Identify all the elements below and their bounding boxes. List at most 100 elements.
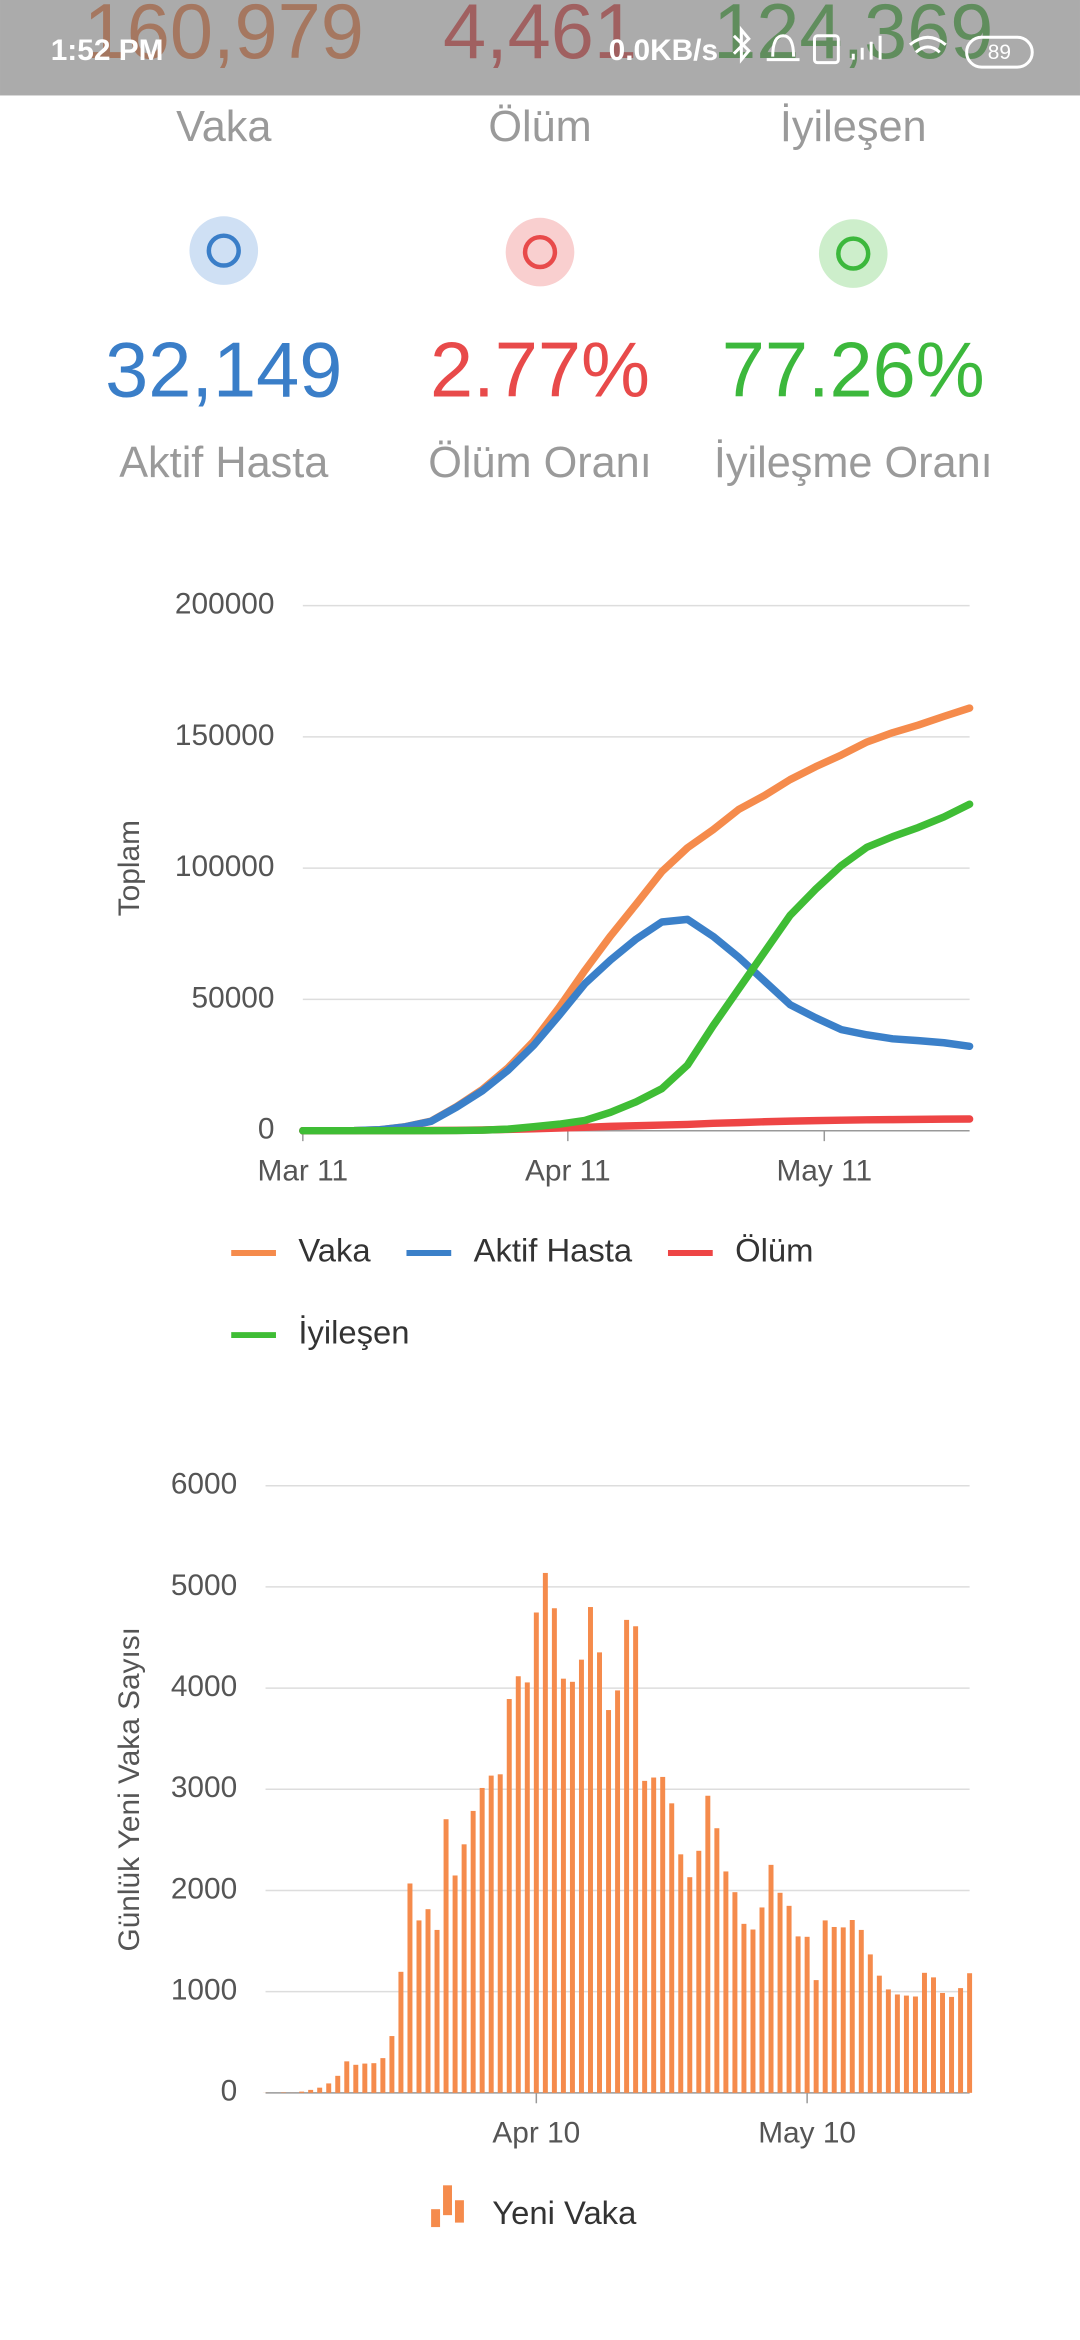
bar — [669, 1803, 675, 2093]
bar — [795, 1936, 801, 2093]
bar — [723, 1871, 729, 2093]
bar — [813, 1980, 819, 2093]
sim-icon — [812, 34, 840, 65]
bar — [515, 1676, 521, 2093]
bar — [714, 1828, 720, 2093]
bar — [488, 1775, 494, 2093]
legend-label: Aktif Hasta — [474, 1232, 633, 1269]
bar — [371, 2063, 377, 2093]
series-line — [299, 915, 974, 1135]
y-tick-label: 200000 — [175, 587, 275, 620]
bar — [542, 1572, 548, 2093]
rate-value: 2.77% — [430, 327, 650, 413]
bar — [524, 1682, 530, 2093]
bar — [633, 1626, 639, 2093]
bar — [299, 2091, 305, 2093]
line-chart: 0 50000 100000 150000 200000 Mar 11 Apr 11 May … — [113, 587, 974, 1351]
bar — [506, 1699, 512, 2093]
bar — [443, 1819, 449, 2093]
bar — [777, 1892, 783, 2093]
rate-label: Ölüm Oranı — [428, 439, 652, 487]
battery-level: 89 — [988, 41, 1011, 64]
bar — [597, 1652, 602, 2093]
bar — [741, 1923, 747, 2093]
bar — [479, 1787, 485, 2093]
bar — [335, 2075, 341, 2093]
wifi-icon — [908, 35, 947, 54]
bar — [822, 1920, 828, 2093]
bar — [921, 1972, 927, 2093]
bar — [804, 1936, 810, 2093]
bar — [317, 2087, 323, 2093]
bar — [885, 1989, 891, 2093]
bar — [362, 2063, 368, 2093]
bar — [949, 1996, 955, 2093]
bar — [425, 1909, 431, 2093]
total-label: Ölüm — [488, 103, 591, 151]
bar — [831, 1926, 837, 2093]
y-tick-label: 3000 — [171, 1771, 237, 1804]
bar — [858, 1929, 864, 2093]
bar — [407, 1883, 413, 2093]
battery-icon — [965, 35, 1034, 69]
bluetooth-icon — [732, 25, 751, 64]
legend-icon — [431, 2209, 441, 2228]
bar — [353, 2064, 359, 2093]
bar — [452, 1875, 458, 2093]
bar — [687, 1877, 693, 2093]
rate-icon-ring — [522, 234, 558, 270]
bar — [867, 1954, 873, 2093]
bar — [958, 1988, 964, 2093]
bar — [967, 1973, 973, 2093]
bar — [308, 2089, 314, 2093]
rates: 32,149 Aktif Hasta 2.77% Ölüm Oranı 77.26% İy… — [105, 216, 993, 487]
bar — [606, 1710, 612, 2093]
bar — [569, 1681, 575, 2093]
bar — [533, 1612, 539, 2093]
y-tick-label: 6000 — [171, 1468, 237, 1501]
status-time: 1:52 PM — [51, 34, 164, 67]
bar — [786, 1905, 792, 2093]
legend-icon — [454, 2200, 464, 2223]
bar — [416, 1920, 422, 2093]
rate-label: Aktif Hasta — [119, 439, 329, 487]
y-tick-label: 4000 — [171, 1670, 237, 1703]
bar — [732, 1892, 738, 2093]
total-label: Vaka — [176, 103, 272, 151]
bar — [642, 1780, 648, 2093]
status-icons — [732, 25, 1034, 69]
status-bar — [0, 0, 1080, 96]
x-tick-label: Apr 10 — [492, 2116, 580, 2149]
bar — [931, 1977, 936, 2093]
y-axis-label: Günlük Yeni Vaka Sayısı — [113, 1627, 146, 1951]
y-tick-label: 0 — [221, 2075, 238, 2108]
bar — [849, 1920, 855, 2093]
series-line — [299, 800, 974, 1135]
bar — [660, 1776, 666, 2093]
bar — [705, 1795, 711, 2093]
y-axis-label: Toplam — [113, 820, 146, 916]
bar — [940, 1992, 946, 2093]
bar — [615, 1690, 621, 2093]
bar — [678, 1854, 684, 2093]
legend-label: Vaka — [298, 1232, 371, 1269]
bar — [696, 1850, 702, 2093]
mute-icon — [766, 34, 800, 62]
x-tick-label: May 11 — [776, 1154, 872, 1187]
x-tick-label: Mar 11 — [258, 1154, 349, 1187]
bar — [876, 1975, 882, 2093]
bar — [461, 1844, 467, 2093]
y-tick-label: 50000 — [192, 981, 275, 1014]
bar — [903, 1995, 909, 2093]
total-label: İyileşen — [780, 103, 927, 151]
legend-icon — [443, 2185, 452, 2216]
bar — [551, 1608, 557, 2093]
x-tick-label: May 10 — [758, 2116, 856, 2149]
legend-label: Yeni Vaka — [492, 2194, 637, 2231]
bar — [750, 1929, 756, 2093]
bar — [470, 1810, 476, 2093]
status-speed: 0.0KB/s — [609, 34, 718, 67]
signal-icon — [851, 35, 882, 60]
